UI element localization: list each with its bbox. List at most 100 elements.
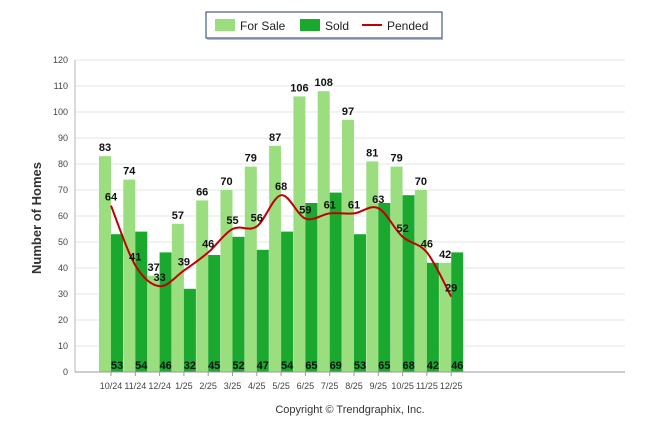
- label-sold-9-25: 65: [378, 360, 390, 372]
- label-sold-11-24: 54: [135, 360, 148, 372]
- x-tick-label-2-25: 2/25: [199, 381, 217, 391]
- label-sold-10-25: 68: [402, 360, 414, 372]
- x-tick-label-10-25: 10/25: [391, 381, 414, 391]
- bar-sold-2-25: [208, 255, 221, 372]
- label-pended-9-25: 63: [372, 194, 384, 206]
- label-for-sale-10-25: 79: [390, 153, 402, 165]
- bar-sold-12-25: [451, 252, 464, 372]
- bar-for-sale-5-25: [269, 145, 282, 372]
- label-sold-5-25: 54: [281, 360, 294, 372]
- label-sold-3-25: 52: [232, 360, 244, 372]
- label-for-sale-10-24: 83: [99, 142, 111, 154]
- y-tick-label: 20: [58, 315, 68, 325]
- label-for-sale-7-25: 108: [315, 77, 333, 89]
- legend-label-pended: Pended: [387, 19, 428, 33]
- bar-for-sale-10-24: [99, 156, 111, 372]
- label-sold-4-25: 47: [257, 360, 269, 372]
- y-tick-label: 90: [58, 133, 68, 143]
- bar-sold-7-25: [329, 192, 342, 372]
- y-tick-label: 110: [54, 81, 68, 91]
- bar-for-sale-6-25: [293, 96, 306, 373]
- label-for-sale-3-25: 70: [220, 176, 232, 188]
- label-pended-10-25: 52: [396, 223, 408, 235]
- label-for-sale-5-25: 87: [269, 132, 281, 144]
- bar-sold-10-24: [111, 234, 123, 372]
- label-sold-11-25: 42: [427, 360, 439, 372]
- label-sold-12-24: 46: [159, 360, 171, 372]
- label-pended-12-24: 33: [153, 272, 165, 284]
- label-for-sale-11-24: 74: [123, 166, 136, 178]
- label-for-sale-6-25: 106: [290, 82, 308, 94]
- label-pended-10-24: 64: [105, 192, 118, 204]
- label-pended-12-25: 29: [445, 283, 457, 295]
- x-tick-label-3-25: 3/25: [224, 381, 242, 391]
- x-tick-label-8-25: 8/25: [345, 381, 363, 391]
- bar-sold-5-25: [281, 231, 294, 372]
- bar-sold-3-25: [232, 236, 245, 372]
- label-for-sale-11-25: 70: [415, 176, 427, 188]
- bar-for-sale-1-25: [171, 223, 184, 372]
- label-sold-6-25: 65: [305, 360, 317, 372]
- x-tick-label-7-25: 7/25: [321, 381, 339, 391]
- y-tick-label: 80: [58, 159, 68, 169]
- y-tick-label: 10: [58, 341, 68, 351]
- bar-sold-10-25: [402, 195, 415, 372]
- bar-sold-1-25: [183, 288, 196, 372]
- bar-sold-8-25: [354, 234, 366, 372]
- x-tick-label-12-24: 12/24: [148, 381, 171, 391]
- x-tick-label-11-24: 11/24: [124, 381, 146, 391]
- label-pended-6-25: 59: [299, 205, 311, 217]
- bar-for-sale-7-25: [317, 91, 330, 372]
- legend-box: [205, 11, 443, 39]
- bar-sold-4-25: [256, 249, 269, 372]
- label-sold-10-24: 53: [111, 360, 123, 372]
- bar-sold-6-25: [305, 203, 318, 372]
- y-tick-label: 40: [58, 263, 68, 273]
- label-sold-2-25: 45: [208, 360, 220, 372]
- y-tick-label: 50: [58, 237, 68, 247]
- label-pended-3-25: 55: [226, 215, 238, 227]
- label-for-sale-4-25: 79: [245, 153, 257, 165]
- y-tick-label: 100: [53, 107, 68, 117]
- bar-sold-11-25: [426, 262, 439, 372]
- label-pended-2-25: 46: [202, 238, 214, 250]
- y-tick-label: 0: [63, 367, 68, 377]
- label-for-sale-9-25: 81: [366, 147, 378, 159]
- label-for-sale-1-25: 57: [172, 210, 184, 222]
- bar-for-sale-2-25: [196, 200, 209, 372]
- bar-for-sale-10-25: [390, 166, 403, 372]
- label-pended-8-25: 61: [348, 199, 360, 211]
- legend-swatch-sold: [300, 19, 320, 31]
- label-pended-5-25: 68: [275, 181, 287, 193]
- copyright-text: Copyright © Trendgraphix, Inc.: [275, 404, 424, 416]
- bar-for-sale-12-24: [147, 275, 160, 372]
- pended-line-path: [110, 194, 453, 298]
- legend-label-for-sale: For Sale: [240, 19, 286, 33]
- label-for-sale-12-25: 42: [439, 249, 451, 261]
- label-for-sale-2-25: 66: [196, 186, 208, 198]
- bar-for-sale-11-24: [123, 179, 136, 372]
- label-pended-7-25: 61: [324, 199, 336, 211]
- y-tick-label: 60: [58, 211, 68, 221]
- x-tick-label-6-25: 6/25: [297, 381, 315, 391]
- bar-for-sale-9-25: [366, 161, 379, 372]
- legend-label-sold: Sold: [325, 19, 349, 33]
- legend-swatch-for-sale: [215, 19, 235, 31]
- pended-line: [110, 194, 453, 298]
- y-tick-label: 120: [53, 55, 68, 65]
- x-tick-label-5-25: 5/25: [272, 381, 290, 391]
- y-tick-label: 70: [58, 185, 68, 195]
- x-tick-label-9-25: 9/25: [370, 381, 388, 391]
- x-tick-label-10-24: 10/24: [100, 381, 123, 391]
- x-tick-label-4-25: 4/25: [248, 381, 266, 391]
- x-tick-label-12-25: 12/25: [440, 381, 463, 391]
- bar-sold-9-25: [378, 203, 391, 372]
- bar-for-sale-4-25: [244, 166, 257, 372]
- legend: For Sale Sold Pended: [205, 11, 443, 40]
- bar-for-sale-11-25: [414, 190, 427, 372]
- label-for-sale-12-24: 37: [147, 262, 159, 274]
- label-pended-11-25: 46: [421, 238, 433, 250]
